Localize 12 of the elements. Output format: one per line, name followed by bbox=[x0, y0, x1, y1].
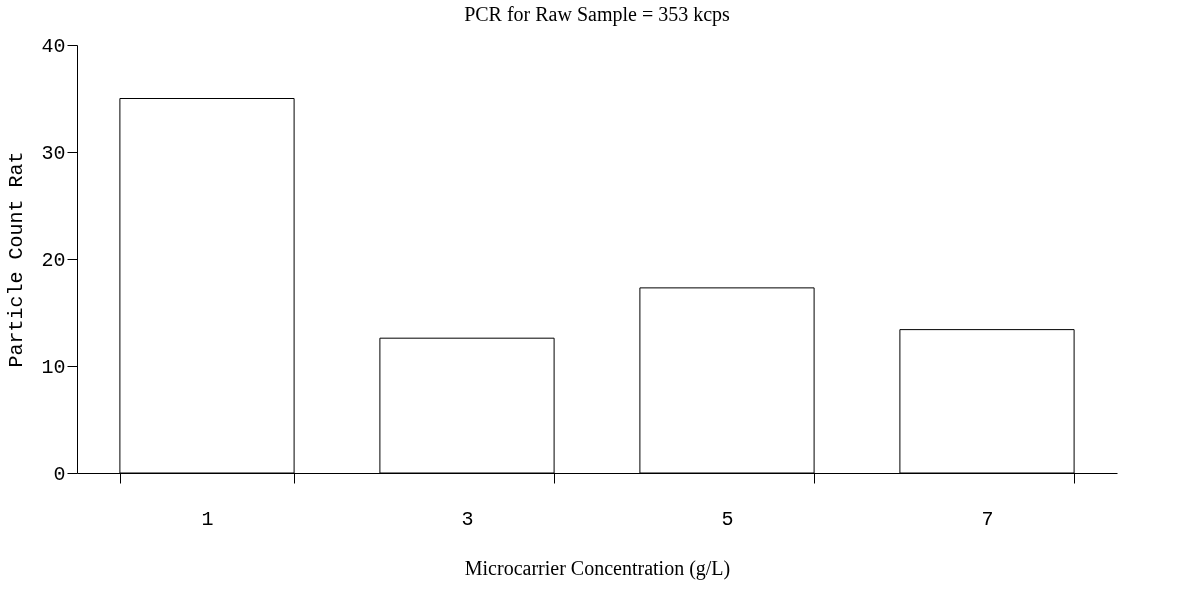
y-tick-label: 30 bbox=[41, 141, 66, 165]
y-tick-label: 0 bbox=[53, 462, 66, 486]
x-tick-label: 3 bbox=[461, 507, 474, 531]
chart-title: PCR for Raw Sample = 353 kcps bbox=[464, 3, 731, 26]
x-axis-title: Microcarrier Concentration (g/L) bbox=[464, 556, 731, 580]
x-tick-label: 7 bbox=[981, 507, 994, 531]
y-tick-label: 40 bbox=[41, 34, 66, 58]
y-axis-title: Particle Count Rat bbox=[5, 151, 29, 368]
x-tick-label: 1 bbox=[201, 507, 214, 531]
x-tick-label: 5 bbox=[721, 507, 734, 531]
y-tick-label: 10 bbox=[41, 355, 66, 379]
y-tick-label: 20 bbox=[41, 248, 66, 272]
